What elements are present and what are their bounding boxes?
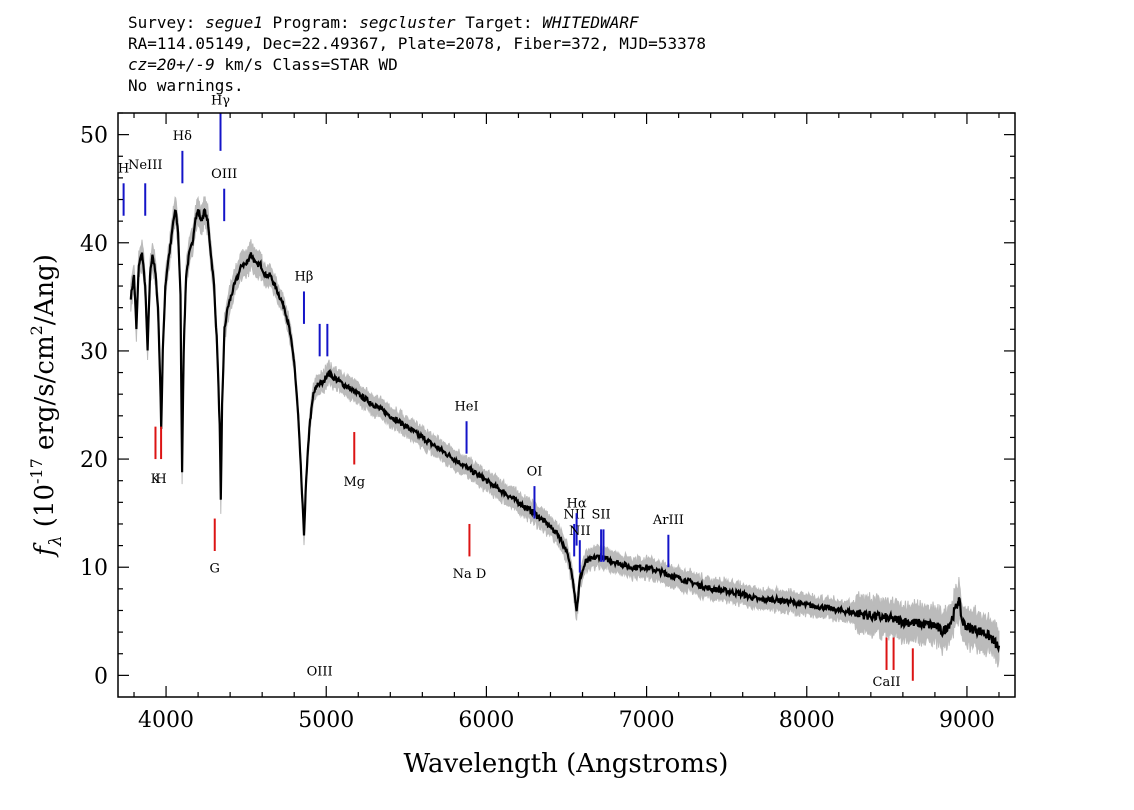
absorption-line-label: G — [210, 562, 220, 577]
emission-line-label: Hδ — [173, 129, 192, 144]
emission-line-label: ArIII — [652, 513, 684, 528]
plot-frame — [117, 112, 1016, 698]
survey-label: Survey: — [128, 13, 196, 32]
target-label: Target: — [465, 13, 533, 32]
x-tick-label: 8000 — [779, 708, 835, 733]
y-axis-title: fλ (10-17 erg/s/cm2/Ang) — [27, 254, 66, 558]
survey-value: segue1 — [205, 13, 263, 32]
y-tick-label: 40 — [80, 232, 108, 257]
flux-line — [129, 207, 1001, 654]
absorption-line-label: Mg — [343, 475, 365, 490]
absorption-line-label: H — [155, 472, 166, 487]
x-tick-label: 5000 — [298, 708, 354, 733]
class-value: km/s Class=STAR WD — [214, 55, 398, 74]
spectrum-header: Survey: segue1 Program: segcluster Targe… — [128, 12, 706, 96]
emission-line-label: NII — [569, 524, 591, 539]
absorption-line-label: CaII — [873, 675, 901, 690]
header-line-1: Survey: segue1 Program: segcluster Targe… — [128, 12, 706, 33]
y-tick-label: 50 — [80, 124, 108, 149]
absorption-line-label: Na D — [453, 567, 487, 582]
y-tick-label: 10 — [80, 556, 108, 581]
emission-line-label: Hα — [567, 497, 587, 512]
y-tick-label: 0 — [94, 664, 108, 689]
header-line-4: No warnings. — [128, 76, 244, 95]
emission-line-label: SII — [592, 508, 611, 523]
x-tick-label: 6000 — [458, 708, 514, 733]
x-tick-label: 7000 — [619, 708, 675, 733]
emission-line-label: Hβ — [295, 270, 314, 285]
x-axis-title: Wavelength (Angstroms) — [404, 749, 729, 779]
program-label: Program: — [272, 13, 350, 32]
emission-line-label: Hγ — [211, 93, 230, 108]
y-axis-title-exp: -17 — [27, 458, 46, 484]
header-line-3: cz=20+/-9 km/s Class=STAR WD — [128, 54, 706, 75]
y-axis-title-rest: erg/s/cm — [30, 335, 60, 458]
cz-value: cz=20+/-9 — [128, 55, 215, 74]
x-tick-label: 4000 — [138, 708, 194, 733]
y-tick-label: 30 — [80, 340, 108, 365]
emission-line-label: OI — [527, 464, 543, 479]
emission-line-label: H — [118, 161, 129, 176]
y-tick-label: 20 — [80, 448, 108, 473]
emission-line-label: NII — [563, 508, 585, 523]
header-line-2: RA=114.05149, Dec=22.49367, Plate=2078, … — [128, 34, 706, 53]
y-axis-title-sub: λ — [46, 535, 66, 547]
y-axis-title-end: /Ang) — [30, 254, 60, 325]
emission-line-label: NeIII — [128, 158, 162, 173]
y-axis-title-exp2: 2 — [27, 325, 46, 335]
target-value: WHITEDWARF — [542, 13, 639, 32]
plot-axes: 4000 5000 6000 7000 8000 9000 0 10 20 30 40 50 — [80, 112, 1016, 733]
y-axis-title-main: (10 — [30, 484, 60, 536]
emission-line-label: OIII — [307, 664, 333, 679]
flux-series-line — [129, 207, 1001, 654]
emission-line-label: HeI — [454, 399, 478, 414]
absorption-line-label: K — [151, 472, 161, 487]
emission-line-label: OIII — [211, 167, 237, 182]
program-value: segcluster — [359, 13, 456, 32]
x-tick-label: 9000 — [939, 708, 995, 733]
